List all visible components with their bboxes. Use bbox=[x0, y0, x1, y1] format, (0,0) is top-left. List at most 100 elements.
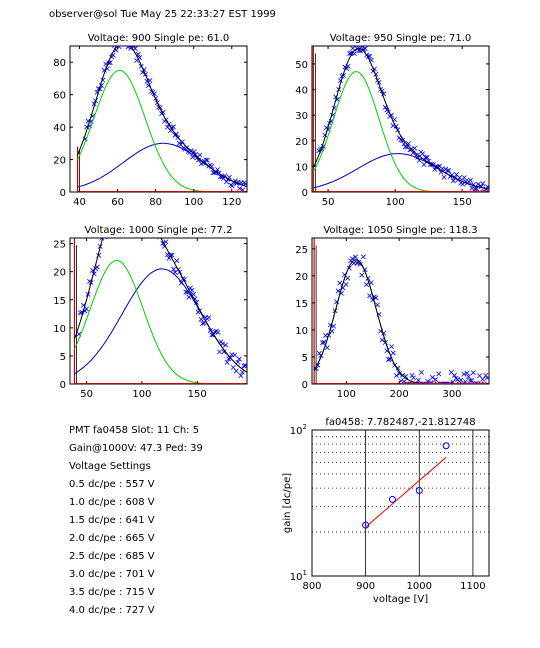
y-tick-label: 20 bbox=[295, 137, 308, 148]
data-point bbox=[467, 177, 473, 183]
histogram-panel-2: Voltage: 950 Single pe: 71.0 50 100 150 0 10 2… bbox=[295, 33, 490, 208]
data-point bbox=[203, 157, 209, 163]
voltage-setting-item: 3.0 dc/pe : 701 V bbox=[69, 569, 155, 580]
data-point bbox=[128, 46, 134, 51]
data-point bbox=[125, 46, 131, 50]
y-tick-label: 102 bbox=[290, 423, 307, 437]
data-point bbox=[424, 155, 430, 160]
voltage-settings-heading: Voltage Settings bbox=[69, 461, 151, 472]
x-tick-label: 120 bbox=[222, 197, 241, 208]
x-tick-label: 50 bbox=[322, 197, 335, 208]
data-point bbox=[188, 148, 194, 154]
y-tick-label: 15 bbox=[295, 299, 308, 310]
data-point bbox=[200, 320, 206, 326]
data-point bbox=[343, 281, 349, 287]
plot-area bbox=[313, 238, 489, 384]
y-tick-label: 40 bbox=[295, 86, 308, 97]
data-point bbox=[419, 151, 425, 157]
x-tick-label: 150 bbox=[188, 389, 207, 400]
gain-data-point bbox=[415, 487, 423, 495]
data-point bbox=[467, 378, 473, 384]
plot-frame bbox=[69, 237, 248, 385]
data-point bbox=[106, 219, 110, 223]
voltage-setting-item: 0.5 dc/pe : 557 V bbox=[69, 479, 155, 490]
data-point bbox=[84, 306, 89, 312]
data-point bbox=[466, 374, 472, 380]
data-point bbox=[222, 173, 228, 179]
data-point bbox=[407, 381, 413, 384]
data-point bbox=[131, 46, 137, 49]
data-point bbox=[367, 293, 373, 299]
y-tick-label: 0 bbox=[302, 380, 308, 391]
data-point bbox=[145, 219, 149, 223]
data-point bbox=[390, 350, 396, 356]
x-tick-label: 800 bbox=[302, 581, 321, 592]
y-tick-label: 10 bbox=[53, 324, 66, 335]
y-tick-label: 0 bbox=[60, 380, 66, 391]
data-point bbox=[233, 368, 239, 374]
pmt-id-line: PMT fa0458 Slot: 11 Ch: 5 bbox=[69, 425, 200, 436]
pmt-info-panel: PMT fa0458 Slot: 11 Ch: 5 Gain@1000V: 47… bbox=[69, 422, 203, 620]
voltage-setting-item: 2.0 dc/pe : 665 V bbox=[69, 533, 155, 544]
data-point bbox=[324, 345, 330, 351]
y-tick-label: 80 bbox=[53, 58, 66, 69]
data-point bbox=[133, 192, 137, 196]
x-tick-label: 900 bbox=[356, 581, 375, 592]
y-tick-label: 5 bbox=[60, 352, 66, 363]
data-point bbox=[393, 373, 399, 379]
data-point bbox=[360, 254, 366, 260]
data-point bbox=[483, 372, 489, 378]
data-point bbox=[229, 183, 235, 189]
data-point bbox=[232, 178, 238, 184]
data-point bbox=[470, 370, 476, 376]
plot-title: Voltage: 1050 Single pe: 118.3 bbox=[323, 225, 477, 236]
data-point bbox=[102, 238, 108, 240]
data-point bbox=[459, 381, 465, 384]
gain-ped-line: Gain@1000V: 47.3 Ped: 39 bbox=[69, 443, 203, 454]
data-point bbox=[224, 359, 230, 365]
data-point bbox=[480, 181, 486, 187]
data-point bbox=[353, 254, 358, 260]
y-tick-label: 20 bbox=[53, 268, 66, 279]
histogram-panel-4: Voltage: 1050 Single pe: 118.3 100 200 300 0… bbox=[295, 225, 490, 400]
x-axis-label: voltage [V] bbox=[373, 594, 428, 605]
data-point bbox=[428, 380, 434, 384]
y-tick-label: 0 bbox=[60, 188, 66, 199]
plot-frame bbox=[69, 45, 248, 193]
single-pe-fit-curve bbox=[312, 71, 489, 192]
data-point bbox=[375, 302, 380, 308]
data-point bbox=[480, 376, 486, 382]
y-tick-label: 25 bbox=[53, 240, 66, 251]
data-point bbox=[445, 381, 451, 384]
total-fit-curve bbox=[313, 259, 489, 384]
data-point bbox=[433, 377, 439, 383]
x-tick-label: 200 bbox=[390, 389, 409, 400]
data-point bbox=[313, 366, 319, 372]
data-point bbox=[150, 216, 154, 220]
data-point bbox=[359, 272, 365, 278]
data-point bbox=[99, 238, 105, 241]
plot-title: Voltage: 950 Single pe: 71.0 bbox=[330, 33, 472, 44]
data-point bbox=[403, 373, 409, 379]
data-point bbox=[221, 349, 227, 355]
y-tick-label: 15 bbox=[53, 296, 66, 307]
data-point bbox=[354, 260, 360, 266]
plot-title: Voltage: 1000 Single pe: 77.2 bbox=[85, 225, 233, 236]
data-point bbox=[436, 371, 442, 377]
data-point bbox=[362, 46, 368, 52]
x-tick-label: 50 bbox=[80, 389, 93, 400]
data-point bbox=[359, 46, 365, 49]
data-point bbox=[446, 168, 452, 174]
data-point bbox=[364, 282, 369, 288]
plot-frame bbox=[311, 429, 490, 577]
data-point bbox=[236, 356, 242, 362]
data-point bbox=[174, 258, 180, 264]
data-point bbox=[458, 377, 464, 383]
data-point bbox=[416, 157, 422, 163]
header-text: observer@sol Tue May 25 22:33:27 EST 199… bbox=[49, 9, 276, 20]
data-point bbox=[139, 203, 143, 207]
x-tick-label: 40 bbox=[73, 197, 86, 208]
data-point bbox=[215, 329, 221, 335]
data-point bbox=[126, 197, 130, 201]
data-point bbox=[163, 239, 169, 245]
